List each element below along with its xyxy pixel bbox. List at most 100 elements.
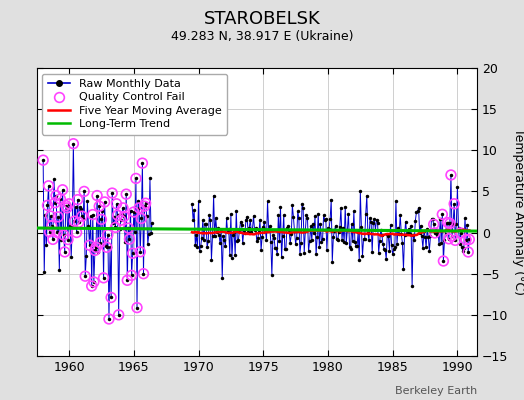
Point (272, 245, 280, 252)
Point (275, 237, 283, 244)
Point (365, 237, 373, 243)
Point (281, 246, 289, 252)
Point (133, 304, 141, 311)
Point (395, 231, 403, 237)
Point (58, 186, 67, 193)
Point (417, 222, 425, 229)
Point (320, 212, 328, 218)
Point (55, 267, 63, 273)
Point (342, 239, 351, 246)
Point (290, 228, 299, 234)
Point (436, 216, 444, 222)
Point (408, 283, 416, 289)
Point (199, 217, 207, 224)
Point (117, 217, 125, 224)
Point (54, 214, 62, 220)
Point (264, 198, 272, 204)
Point (386, 222, 395, 228)
Point (47, 213, 55, 219)
Point (71, 204, 80, 210)
Point (46, 229, 54, 235)
Point (381, 246, 389, 253)
Point (442, 220, 451, 227)
Point (423, 226, 431, 232)
Point (393, 240, 401, 247)
Point (268, 272, 276, 278)
Point (82, 253, 91, 259)
Point (356, 188, 365, 195)
Point (294, 215, 303, 221)
Point (247, 229, 256, 236)
Point (284, 222, 292, 229)
Point (443, 219, 452, 226)
Point (78, 213, 86, 219)
Point (458, 248, 467, 255)
Point (94, 249, 102, 255)
Point (456, 230, 465, 236)
Point (366, 215, 374, 222)
Legend: Raw Monthly Data, Quality Control Fail, Five Year Moving Average, Long-Term Tren: Raw Monthly Data, Quality Control Fail, … (42, 74, 227, 135)
Point (309, 221, 317, 228)
Point (341, 204, 350, 210)
Point (204, 238, 212, 244)
Point (66, 223, 74, 230)
Point (363, 192, 371, 199)
Point (189, 217, 198, 223)
Point (446, 220, 454, 226)
Point (414, 205, 423, 211)
Point (49, 236, 57, 242)
Point (311, 213, 319, 219)
Point (218, 275, 226, 281)
Point (347, 221, 356, 227)
Point (370, 216, 378, 223)
Point (326, 216, 334, 222)
Point (310, 230, 318, 236)
Point (110, 214, 118, 220)
Point (144, 240, 152, 247)
Point (399, 266, 408, 272)
Point (88, 283, 96, 289)
Point (45, 183, 53, 189)
Point (214, 225, 222, 232)
Point (321, 217, 329, 223)
Point (95, 203, 103, 210)
Point (267, 238, 275, 245)
Point (136, 248, 145, 255)
Point (46, 229, 54, 235)
Point (53, 229, 61, 236)
Point (340, 239, 348, 245)
Point (463, 222, 471, 228)
Point (410, 237, 419, 243)
Point (331, 223, 340, 229)
Point (100, 275, 108, 281)
Point (242, 217, 250, 223)
Point (369, 220, 377, 226)
Point (138, 160, 147, 166)
Point (111, 224, 119, 230)
Point (194, 198, 203, 204)
Point (241, 230, 249, 237)
Point (88, 283, 96, 289)
Point (126, 208, 135, 214)
Point (81, 273, 90, 279)
Point (465, 236, 474, 243)
Point (266, 223, 274, 229)
Point (69, 140, 78, 147)
Point (67, 254, 75, 260)
Point (304, 248, 313, 255)
Point (447, 172, 455, 178)
Point (123, 277, 132, 284)
Point (200, 237, 208, 244)
Point (121, 238, 129, 245)
Point (323, 246, 331, 253)
Point (253, 238, 261, 244)
Point (188, 200, 196, 207)
Point (125, 236, 134, 242)
Point (103, 244, 111, 250)
Point (376, 238, 384, 244)
Point (45, 183, 53, 189)
Point (101, 199, 109, 205)
Point (147, 230, 155, 236)
Point (319, 236, 327, 242)
Point (91, 247, 99, 254)
